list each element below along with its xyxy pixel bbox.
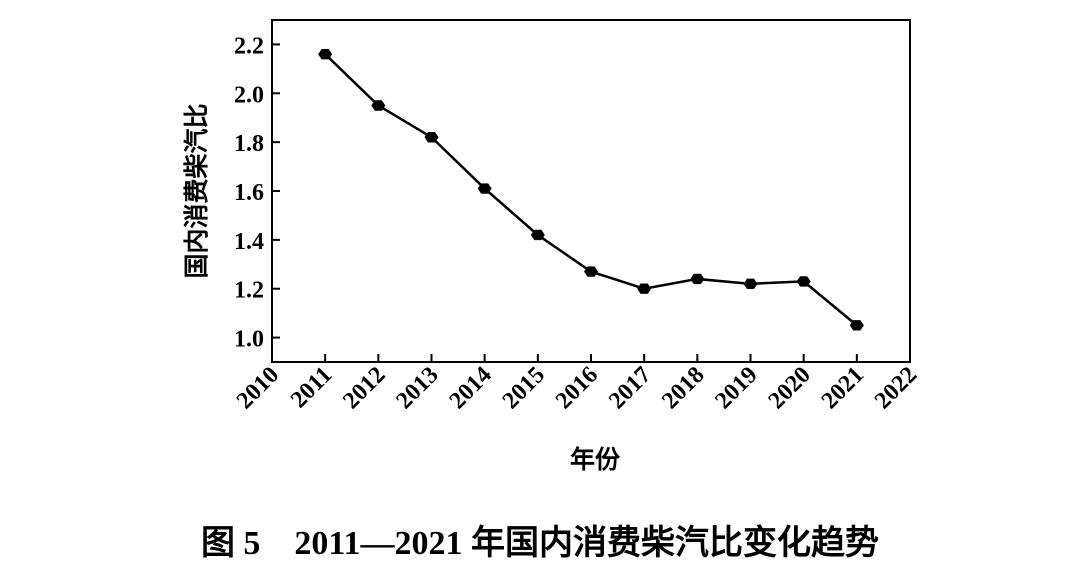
y-tick-label: 2.2 — [234, 33, 264, 59]
data-point — [637, 283, 652, 294]
y-tick-label: 1.2 — [234, 278, 264, 304]
data-point — [584, 266, 598, 277]
plot-frame — [271, 19, 911, 363]
y-tick-label: 1.0 — [234, 327, 264, 353]
x-tick-label: 2013 — [391, 362, 443, 414]
data-point — [849, 320, 864, 331]
data-point — [690, 273, 705, 285]
y-tick-label: 1.6 — [234, 180, 264, 206]
x-tick-label: 2010 — [232, 362, 284, 414]
data-point — [743, 278, 758, 290]
x-tick-label: 2011 — [286, 362, 337, 413]
data-point — [371, 100, 386, 111]
x-tick-label: 2014 — [445, 362, 497, 414]
x-tick-label: 2012 — [338, 362, 390, 414]
x-tick-label: 2022 — [870, 362, 922, 414]
x-tick-label: 2019 — [710, 362, 762, 414]
x-tick-label: 2015 — [498, 362, 550, 414]
x-tick-label: 2020 — [764, 362, 816, 414]
x-tick-label: 2016 — [551, 362, 603, 414]
y-axis-label: 国内消费柴汽比 — [182, 103, 211, 278]
data-point — [530, 229, 545, 241]
chart-title: 图 5 2011—2021 年国内消费柴汽比变化趋势 — [201, 524, 879, 562]
data-line — [324, 53, 858, 327]
x-tick-label: 2021 — [817, 362, 869, 414]
data-point — [477, 183, 492, 194]
x-axis-label: 年份 — [570, 445, 620, 474]
data-point — [318, 49, 333, 60]
y-tick-label: 1.4 — [234, 229, 264, 255]
data-point — [424, 132, 439, 143]
x-tick-label: 2017 — [604, 362, 656, 414]
y-tick-label: 2.0 — [234, 82, 264, 108]
x-tick-label: 2018 — [657, 362, 709, 414]
y-tick-label: 1.8 — [234, 131, 264, 157]
data-point — [796, 276, 811, 287]
